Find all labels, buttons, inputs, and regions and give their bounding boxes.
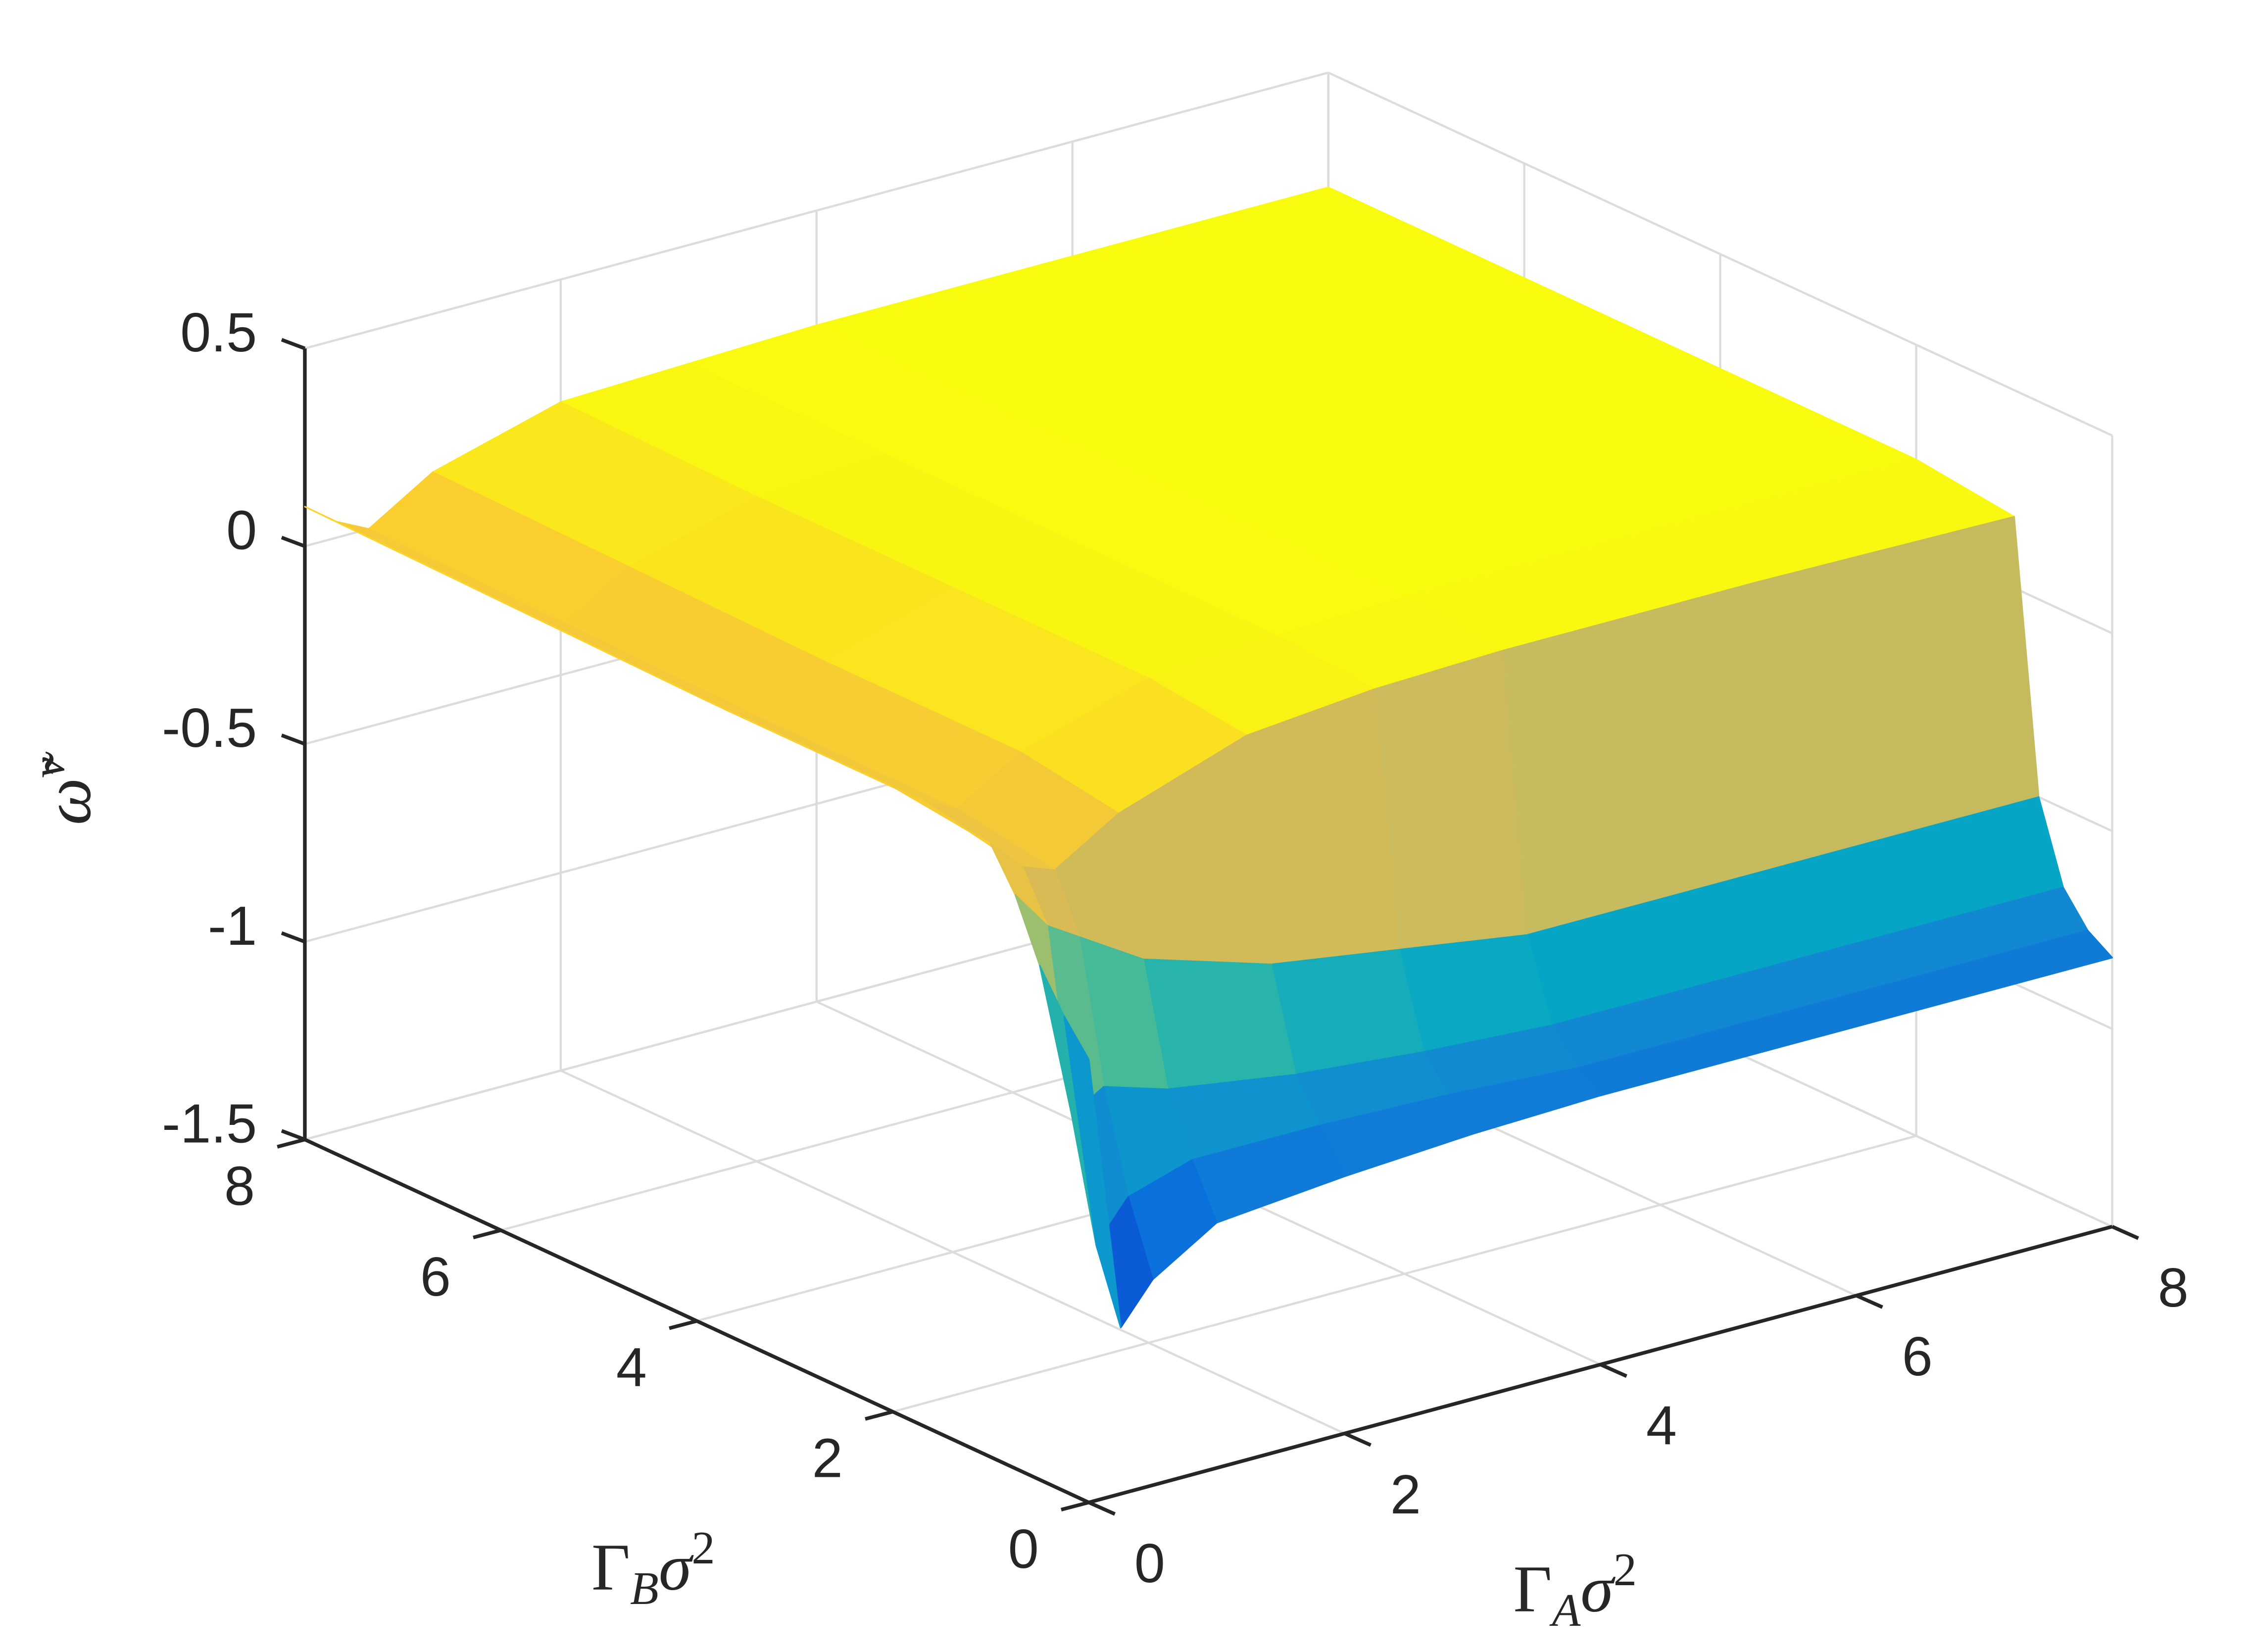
z-tick-label: 0.5 (180, 301, 257, 363)
surface-patch (1373, 650, 1528, 951)
z-tick-label: -0.5 (162, 697, 257, 759)
z-tick-label: -1.5 (162, 1092, 257, 1154)
grid-line (892, 1135, 1917, 1413)
x-axis-label: ΓAσ2 (1514, 1544, 1637, 1636)
y-tick-label: 4 (616, 1336, 647, 1398)
y-tick-label: 6 (420, 1246, 451, 1308)
z-tick (281, 931, 306, 944)
y-tick-label: 0 (1008, 1518, 1039, 1580)
y-tick-label: 2 (812, 1427, 843, 1489)
x-tick (1088, 1501, 1116, 1516)
y-tick (865, 1409, 893, 1421)
x-tick-label: 8 (2158, 1257, 2189, 1318)
z-tick-label: -1 (208, 895, 257, 957)
x-tick-label: 2 (1390, 1463, 1421, 1525)
grid-line (1327, 71, 2113, 437)
z-tick (281, 733, 306, 746)
x-tick-label: 4 (1646, 1394, 1677, 1456)
surface-patch (1142, 958, 1297, 1090)
z-tick (281, 535, 306, 548)
y-tick (1061, 1501, 1089, 1511)
x-tick (1856, 1294, 1883, 1309)
z-tick (281, 338, 306, 350)
surface-patch (1246, 688, 1400, 966)
x-tick (1600, 1362, 1627, 1378)
x-tick (2111, 1225, 2139, 1240)
y-axis-label: ΓBσ2 (591, 1522, 715, 1614)
surface-layer (304, 187, 2113, 1329)
grid-line (304, 71, 1329, 350)
x-tick-label: 6 (1902, 1325, 1933, 1387)
y-tick (277, 1137, 305, 1149)
z-tick (281, 1129, 306, 1141)
y-tick (669, 1319, 697, 1330)
y-tick (473, 1228, 501, 1240)
x-tick (1344, 1432, 1371, 1447)
surface-patch (1063, 1016, 1122, 1329)
y-tick-label: 8 (224, 1155, 255, 1217)
x-tick-label: 0 (1134, 1532, 1165, 1594)
z-tick-label: 0 (226, 499, 257, 561)
